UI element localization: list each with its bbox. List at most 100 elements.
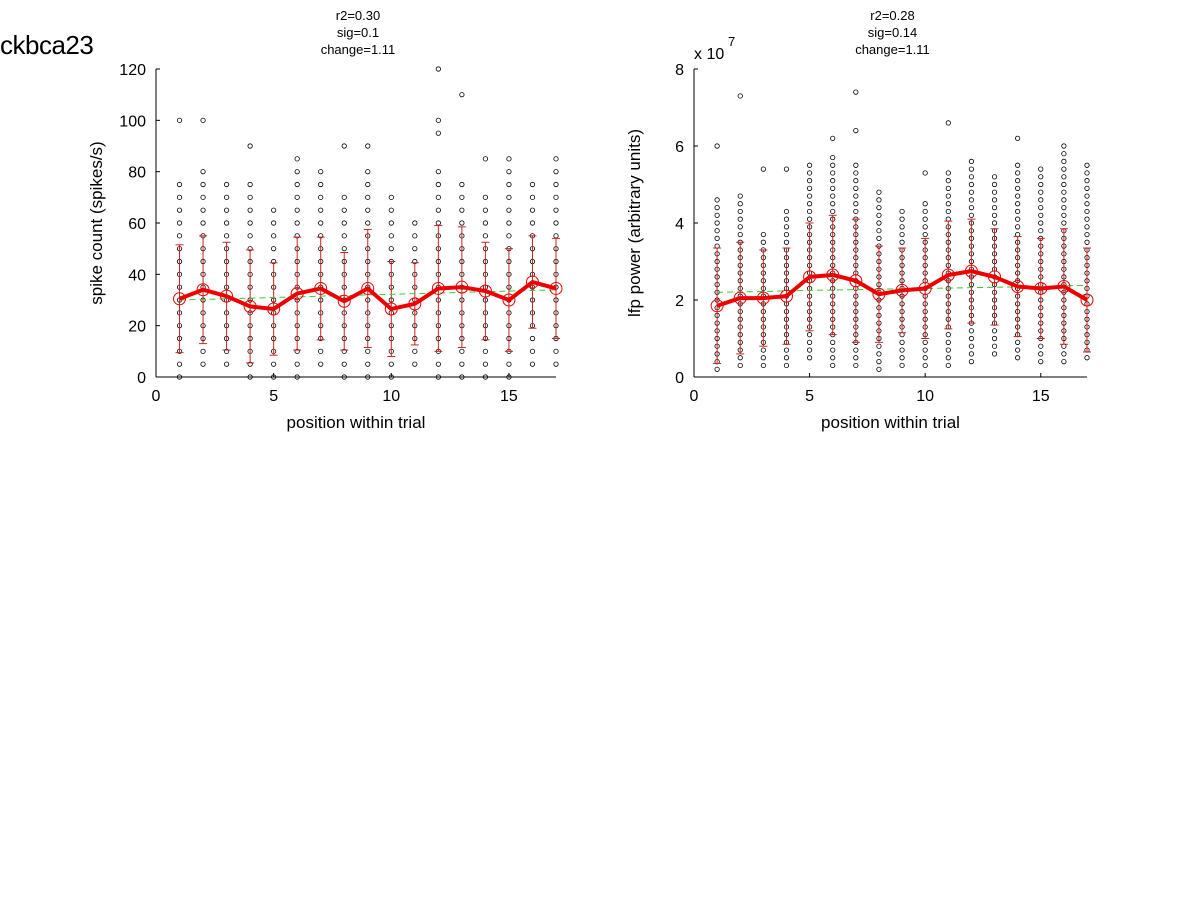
outlier-point	[435, 117, 441, 123]
data-point	[1084, 239, 1090, 245]
x-tick-label: 15	[1032, 388, 1050, 405]
data-point	[223, 361, 230, 367]
data-point	[899, 231, 905, 238]
outlier-point	[714, 143, 720, 149]
data-point	[783, 239, 790, 245]
data-point	[553, 361, 559, 367]
data-point	[271, 374, 277, 380]
data-point	[365, 348, 371, 354]
data-point	[318, 181, 324, 188]
data-point	[1061, 174, 1067, 180]
data-point	[806, 162, 813, 168]
data-point	[991, 343, 998, 349]
data-point	[365, 181, 371, 188]
mean-marker	[941, 268, 955, 282]
mean-marker	[803, 270, 817, 284]
data-point	[294, 181, 300, 188]
data-point	[223, 194, 230, 200]
mean-marker	[988, 270, 1002, 284]
data-point	[922, 347, 928, 353]
data-point	[435, 374, 441, 380]
data-point	[294, 169, 300, 175]
data-point	[714, 205, 720, 211]
data-point	[318, 194, 324, 200]
y-tick-label: 0	[675, 370, 684, 387]
data-point	[806, 170, 813, 176]
data-point	[529, 348, 536, 354]
data-point	[365, 361, 371, 367]
data-point	[1038, 358, 1044, 365]
stat-line-3: change=1.11	[321, 42, 396, 57]
data-point	[247, 374, 253, 380]
y-tick-label: 8	[675, 62, 684, 79]
data-point	[830, 185, 836, 191]
data-point	[1015, 339, 1021, 345]
data-point	[294, 374, 300, 380]
data-point	[388, 374, 394, 380]
data-point	[991, 174, 998, 180]
data-point	[945, 178, 951, 184]
mean-marker	[361, 281, 375, 295]
mean-marker	[1034, 281, 1048, 295]
data-point	[1061, 212, 1067, 218]
data-point	[435, 169, 441, 175]
data-point	[714, 212, 720, 218]
data-point	[968, 197, 975, 203]
data-point	[294, 361, 300, 367]
data-point	[1061, 189, 1067, 195]
data-point	[365, 169, 371, 175]
outlier-point	[365, 143, 371, 149]
data-point	[806, 193, 813, 199]
data-point	[945, 208, 951, 215]
data-point	[388, 233, 394, 239]
data-point	[991, 328, 998, 334]
data-point	[968, 189, 975, 195]
data-point	[1084, 193, 1090, 199]
data-point	[388, 220, 394, 226]
data-point	[247, 194, 253, 200]
mean-marker	[431, 281, 445, 295]
data-point	[853, 347, 859, 353]
outlier-point	[945, 120, 951, 126]
data-point	[922, 224, 928, 230]
data-point	[1084, 178, 1090, 184]
data-point	[968, 335, 975, 342]
x-tick-label: 0	[152, 388, 161, 405]
data-point	[482, 348, 489, 354]
data-point	[737, 193, 743, 199]
data-point	[922, 231, 928, 238]
data-point	[294, 156, 300, 162]
data-point	[176, 233, 183, 239]
data-point	[899, 355, 905, 361]
data-point	[223, 220, 230, 226]
data-point	[1061, 151, 1067, 157]
data-point	[176, 361, 183, 367]
mean-marker	[895, 283, 909, 297]
data-point	[968, 343, 975, 349]
data-point	[853, 362, 859, 369]
data-point	[506, 361, 512, 367]
data-point	[945, 170, 951, 176]
data-point	[341, 207, 347, 213]
mean-marker	[478, 284, 492, 298]
y-tick-label: 0	[137, 370, 146, 387]
data-point	[876, 351, 882, 357]
data-point	[899, 216, 905, 222]
data-point	[365, 220, 371, 226]
data-point	[200, 181, 206, 188]
data-point	[435, 361, 441, 367]
data-point	[529, 207, 536, 213]
data-point	[388, 246, 394, 252]
x-tick-label: 0	[690, 388, 699, 405]
outlier-point	[459, 92, 465, 98]
data-point	[1038, 228, 1044, 234]
data-point	[1084, 355, 1090, 361]
data-point	[482, 194, 489, 200]
data-point	[271, 233, 277, 239]
data-point	[1015, 216, 1021, 222]
data-point	[529, 194, 536, 200]
x-axis-label: position within trial	[821, 413, 960, 432]
mean-marker	[384, 302, 398, 316]
data-point	[365, 194, 371, 200]
data-point	[176, 194, 183, 200]
